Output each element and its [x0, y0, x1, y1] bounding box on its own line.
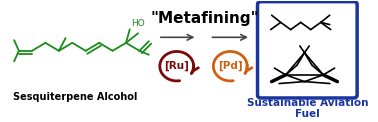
Text: [Ru]: [Ru] [164, 61, 189, 71]
Text: "Metafining": "Metafining" [150, 10, 259, 25]
Text: Sustainable Aviation
Fuel: Sustainable Aviation Fuel [246, 98, 368, 119]
Text: [Pd]: [Pd] [218, 61, 243, 71]
Text: Sesquiterpene Alcohol: Sesquiterpene Alcohol [13, 92, 138, 102]
Text: HO: HO [131, 19, 144, 28]
FancyBboxPatch shape [257, 2, 357, 98]
